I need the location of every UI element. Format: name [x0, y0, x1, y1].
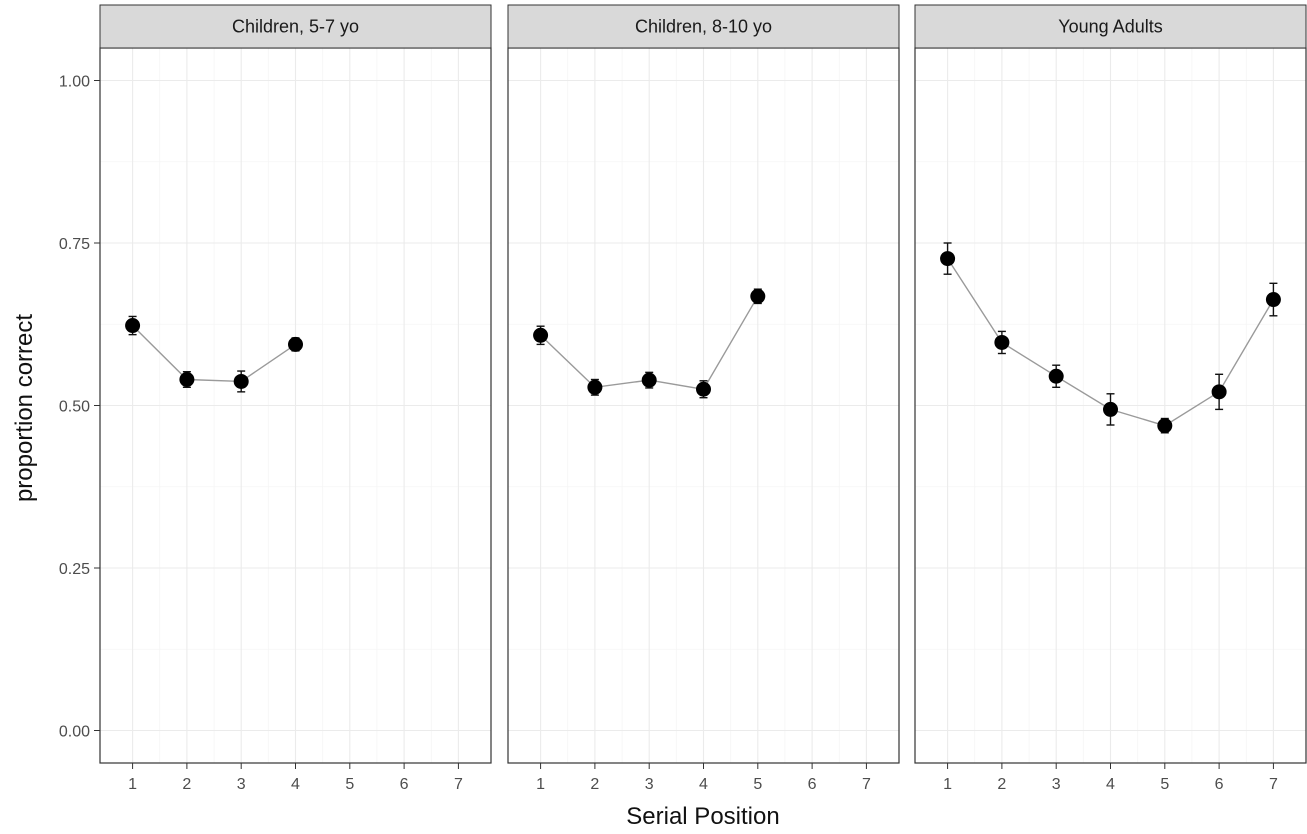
- x-tick-label: 1: [128, 776, 137, 793]
- data-point: [587, 379, 603, 395]
- data-point: [179, 372, 195, 387]
- panel-1: Children, 5-7 yo 1 2 3 4 5 6 7 0.00 0.25 0.50 0.75 1…: [59, 4, 492, 793]
- x-tick-label: 5: [1160, 776, 1169, 793]
- panel-3: Young Adults 1 2 3 4 5 6 7: [914, 4, 1307, 793]
- x-tick-label: 4: [291, 776, 300, 793]
- x-tick-label: 7: [1269, 776, 1278, 793]
- data-point: [1103, 401, 1118, 417]
- x-tick-label: 2: [182, 776, 191, 793]
- x-tick-label: 7: [454, 776, 463, 793]
- panels-layer: Children, 5-7 yo 1 2 3 4 5 6 7 0.00 0.25 0.50 0.75 1…: [59, 4, 1307, 793]
- x-tick-label: 1: [943, 776, 952, 793]
- data-point: [1265, 292, 1281, 308]
- x-axis-title: Serial Position: [626, 803, 779, 830]
- data-point: [533, 327, 549, 343]
- panel-2: Children, 8-10 yo 1 2 3 4 5 6 7: [507, 4, 900, 793]
- series-line: [132, 325, 296, 383]
- x-tick-label: 6: [808, 776, 817, 793]
- data-point: [288, 336, 303, 352]
- x-tick-label: 6: [400, 776, 409, 793]
- data-point: [1157, 418, 1173, 434]
- facet-strip: [507, 4, 900, 49]
- data-point: [750, 288, 766, 304]
- x-tick-label: 7: [862, 776, 871, 793]
- y-tick-label: 0.00: [59, 724, 90, 741]
- y-axis-title: proportion correct: [11, 314, 38, 502]
- data-point: [994, 334, 1010, 350]
- y-tick-label: 0.75: [59, 236, 90, 253]
- x-tick-label: 3: [1052, 776, 1061, 793]
- x-tick-label: 2: [997, 776, 1006, 793]
- x-tick-label: 3: [237, 776, 246, 793]
- facet-title: Children, 5-7 yo: [232, 17, 359, 37]
- x-tick-label: 4: [699, 776, 708, 793]
- facet-strip: [99, 4, 492, 49]
- x-tick-label: 5: [345, 776, 354, 793]
- data-point: [940, 251, 956, 267]
- data-point: [1211, 384, 1227, 400]
- data-point: [233, 373, 249, 389]
- x-tick-label: 5: [753, 776, 762, 793]
- facet-title: Young Adults: [1058, 17, 1162, 37]
- data-point: [641, 372, 657, 388]
- y-tick-label: 0.50: [59, 399, 90, 416]
- y-tick-label: 1.00: [59, 74, 90, 91]
- data-point: [1048, 368, 1064, 384]
- x-tick-label: 1: [536, 776, 545, 793]
- x-tick-label: 2: [590, 776, 599, 793]
- x-tick-label: 6: [1215, 776, 1224, 793]
- facet-strip: [914, 4, 1307, 49]
- x-tick-label: 4: [1106, 776, 1115, 793]
- y-tick-label: 0.25: [59, 561, 90, 578]
- facet-title: Children, 8-10 yo: [635, 17, 772, 37]
- x-tick-label: 3: [645, 776, 654, 793]
- data-point: [125, 318, 141, 334]
- data-point: [696, 381, 711, 397]
